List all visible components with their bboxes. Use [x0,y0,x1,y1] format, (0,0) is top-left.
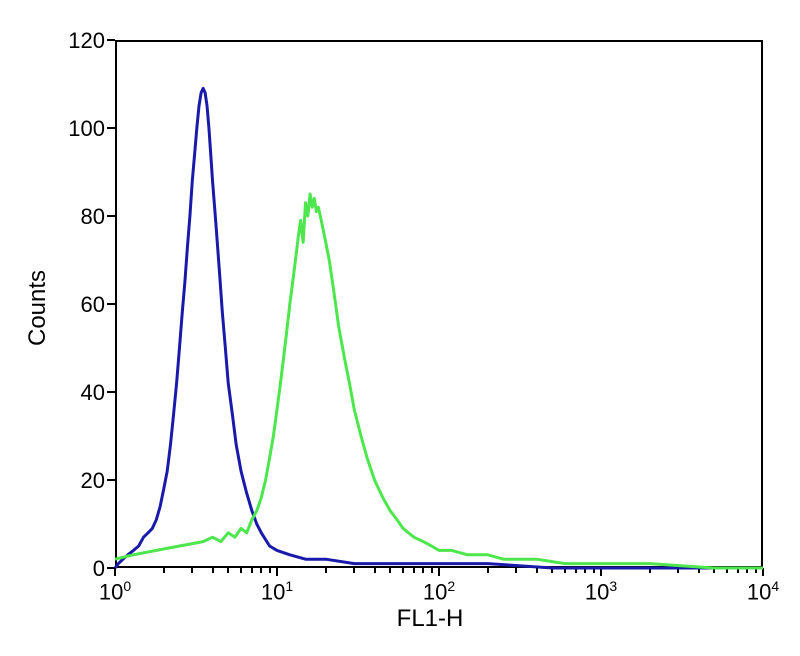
y-tick-label: 100 [55,116,105,142]
x-axis-label: FL1-H [370,605,490,633]
y-tick-mark [107,479,115,481]
series-control [115,88,763,568]
x-tick-mark-minor [402,568,404,573]
y-tick-label: 60 [55,292,105,318]
y-tick-mark [107,303,115,305]
flow-cytometry-histogram: Counts FL1-H 020406080100120 10010110210… [0,0,800,656]
x-tick-mark [276,568,278,576]
x-tick-mark-minor [431,568,433,573]
x-tick-mark-minor [227,568,229,573]
x-tick-mark-minor [163,568,165,573]
x-tick-mark-minor [269,568,271,573]
y-tick-mark [107,391,115,393]
x-tick-mark-minor [251,568,253,573]
x-tick-mark-minor [325,568,327,573]
x-tick-mark-minor [240,568,242,573]
x-tick-mark-minor [353,568,355,573]
y-tick-label: 80 [55,204,105,230]
y-tick-mark [107,215,115,217]
x-tick-label: 102 [414,578,464,605]
series-sample [115,194,763,568]
y-tick-label: 20 [55,468,105,494]
x-tick-label: 103 [576,578,626,605]
x-tick-mark [438,568,440,576]
y-tick-mark [107,39,115,41]
x-tick-mark [114,568,116,576]
x-tick-label: 100 [90,578,140,605]
x-tick-mark-minor [212,568,214,573]
x-tick-mark-minor [536,568,538,573]
x-tick-mark-minor [389,568,391,573]
x-tick-mark-minor [413,568,415,573]
x-tick-mark-minor [260,568,262,573]
y-tick-mark [107,127,115,129]
x-tick-mark-minor [191,568,193,573]
y-axis-label: Counts [24,266,52,346]
x-tick-mark-minor [374,568,376,573]
data-series-layer [115,40,763,568]
x-tick-mark-minor [487,568,489,573]
x-tick-label: 104 [738,578,788,605]
x-tick-mark-minor [515,568,517,573]
y-tick-label: 40 [55,380,105,406]
x-tick-mark-minor [422,568,424,573]
x-tick-label: 101 [252,578,302,605]
y-tick-label: 120 [55,28,105,54]
